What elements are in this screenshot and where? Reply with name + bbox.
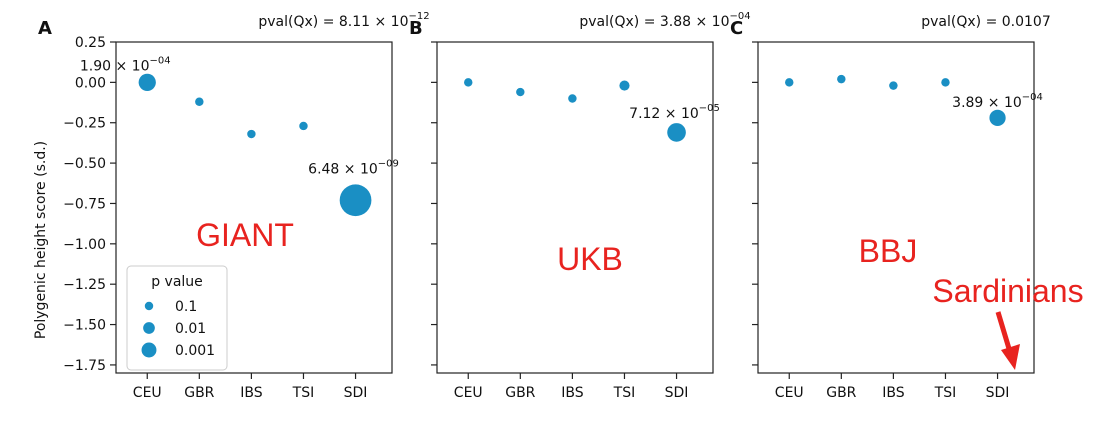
y-tick-label: 0.00 (75, 75, 106, 91)
pvalue-annotation: 7.12 × 10−05 (629, 103, 720, 122)
plot-frame (115, 41, 393, 374)
x-tick-label: GBR (184, 385, 214, 401)
y-tick-label: −0.75 (63, 196, 106, 212)
data-point-gbr (837, 74, 846, 84)
data-point-tsi (299, 121, 308, 131)
data-point-gbr (516, 87, 525, 97)
legend-entry: 0.01 (175, 321, 206, 337)
data-point-tsi (619, 80, 630, 91)
legend-entry: 0.1 (175, 299, 197, 315)
data-point-ibs (247, 129, 256, 139)
x-tick-label: CEU (454, 385, 483, 401)
data-point-ibs (889, 81, 898, 90)
data-point-ibs (568, 94, 577, 103)
data-point-ceu (138, 73, 156, 91)
x-tick-label: SDI (986, 385, 1010, 401)
plot-frame (757, 41, 1035, 374)
panel-title: pval(Qx) = 3.88 × 10−04 (579, 11, 750, 30)
y-axis-label: Polygenic height score (s.d.) (33, 141, 49, 339)
x-tick-label: TSI (613, 385, 636, 401)
arrow-icon (995, 311, 1020, 370)
y-tick-label: −1.00 (63, 237, 106, 253)
panel-title: pval(Qx) = 8.11 × 10−12 (258, 11, 429, 30)
panel-letter: B (409, 18, 423, 39)
sardinians-label: Sardinians (932, 273, 1083, 309)
x-tick-label: GBR (826, 385, 856, 401)
dataset-label: BBJ (859, 233, 918, 269)
plot-frame (436, 41, 714, 374)
legend-marker (143, 322, 155, 334)
x-tick-label: IBS (882, 385, 904, 401)
data-point-sdi (989, 109, 1006, 127)
x-tick-label: SDI (344, 385, 368, 401)
y-tick-label: −1.50 (63, 318, 106, 334)
x-tick-label: IBS (561, 385, 583, 401)
y-tick-label: 0.25 (75, 35, 106, 51)
x-tick-label: TSI (934, 385, 957, 401)
sardinians-callout: Sardinians (932, 273, 1084, 370)
x-tick-label: GBR (505, 385, 535, 401)
y-tick-label: −1.25 (63, 277, 106, 293)
panel-title: pval(Qx) = 0.0107 (921, 14, 1051, 30)
legend: p value 0.1 0.01 0.001 (126, 265, 228, 371)
x-tick-label: SDI (665, 385, 689, 401)
dataset-label: UKB (557, 241, 623, 277)
pvalue-annotation: 1.90 × 10−04 (80, 56, 171, 75)
y-tick-label: −0.25 (63, 116, 106, 132)
data-point-gbr (195, 97, 204, 106)
y-tick-label: −0.50 (63, 156, 106, 172)
y-tick-label: −1.75 (63, 358, 106, 374)
data-point-ceu (464, 78, 473, 87)
legend-title: p value (151, 274, 203, 290)
dataset-label: GIANT (196, 217, 294, 253)
x-tick-label: TSI (292, 385, 315, 401)
panel-letter: C (730, 18, 743, 39)
pvalue-annotation: 6.48 × 10−09 (308, 158, 399, 177)
legend-marker (144, 301, 154, 311)
x-tick-label: CEU (133, 385, 162, 401)
data-point-sdi (339, 184, 372, 217)
x-tick-label: IBS (240, 385, 262, 401)
data-point-sdi (667, 123, 686, 142)
data-point-ceu (785, 78, 794, 87)
pvalue-annotation: 3.89 × 10−04 (952, 92, 1043, 111)
data-point-tsi (941, 78, 950, 87)
x-tick-label: CEU (775, 385, 804, 401)
panel-letter: A (38, 18, 52, 39)
legend-marker (141, 342, 157, 358)
legend-entry: 0.001 (175, 343, 215, 359)
